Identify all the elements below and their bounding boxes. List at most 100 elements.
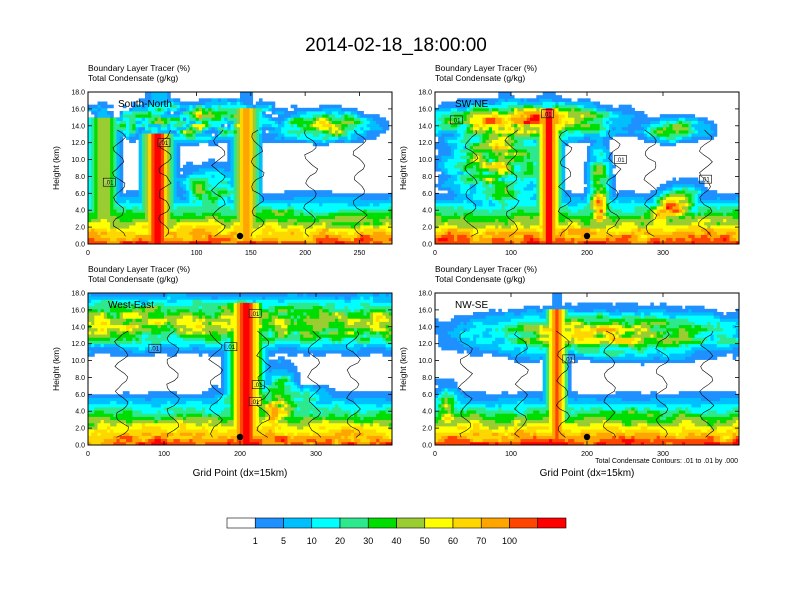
x-tick-label: 300 <box>310 451 322 458</box>
y-tick-label: 8.0 <box>422 375 432 382</box>
colorbar-swatch <box>226 517 256 529</box>
x-tick-label: 150 <box>245 250 257 257</box>
location-marker <box>583 232 591 240</box>
y-tick-label: 0.0 <box>422 242 432 249</box>
panel-name: West-East <box>108 300 154 311</box>
colorbar-swatch <box>339 517 369 529</box>
panel-name: NW-SE <box>455 300 488 311</box>
panel-subtitle-tracer: Boundary Layer Tracer (%) <box>88 63 190 73</box>
colorbar-label: 50 <box>420 536 430 546</box>
colorbar-label: 1 <box>253 536 258 546</box>
colorbar-swatch <box>480 517 510 529</box>
contour-label: .01 <box>148 343 162 353</box>
y-tick-label: 14.0 <box>418 123 432 130</box>
y-axis-label: Height (km) <box>51 347 61 391</box>
y-tick-label: 6.0 <box>422 191 432 198</box>
y-tick-label: 18.0 <box>71 291 85 298</box>
colorbar-swatch <box>509 517 539 529</box>
colorbar-label: 60 <box>448 536 458 546</box>
location-marker <box>236 433 244 441</box>
y-tick-label: 10.0 <box>71 358 85 365</box>
y-tick-label: 16.0 <box>418 307 432 314</box>
y-tick-label: 4.0 <box>422 409 432 416</box>
x-tick-label: 100 <box>158 451 170 458</box>
contour-label: .01 <box>248 397 262 406</box>
y-tick-label: 0.0 <box>75 443 85 450</box>
panel-subtitle-condensate: Total Condensate (g/kg) <box>435 73 525 83</box>
y-tick-label: 2.0 <box>422 426 432 433</box>
y-axis-label: Height (km) <box>51 146 61 190</box>
contour-note: Total Condensate Contours: .01 to .01 by… <box>595 458 738 465</box>
y-tick-label: 6.0 <box>75 191 85 198</box>
panel-nw-se: Boundary Layer Tracer (%)Total Condensat… <box>398 264 740 479</box>
colorbar-swatch <box>424 517 454 529</box>
x-tick-label: 0 <box>433 250 437 257</box>
y-tick-label: 12.0 <box>71 341 85 348</box>
colorbar-label: 20 <box>335 536 345 546</box>
y-tick-label: 18.0 <box>71 90 85 97</box>
y-tick-label: 14.0 <box>418 324 432 331</box>
x-tick-label: 0 <box>86 250 90 257</box>
colorbar-swatch <box>537 517 567 529</box>
colorbar-swatch <box>367 517 397 529</box>
y-tick-label: 18.0 <box>418 90 432 97</box>
colorbar-swatch <box>254 517 284 529</box>
y-tick-label: 14.0 <box>71 123 85 130</box>
x-axis-label: Grid Point (dx=15km) <box>540 468 635 479</box>
tracer-field <box>88 293 392 445</box>
colorbar-swatch <box>452 517 482 529</box>
y-tick-label: 2.0 <box>75 426 85 433</box>
panel-subtitle-tracer: Boundary Layer Tracer (%) <box>435 63 537 73</box>
colorbar-label: 100 <box>502 536 517 546</box>
x-tick-label: 250 <box>354 250 366 257</box>
y-tick-label: 4.0 <box>75 208 85 215</box>
y-tick-label: 0.0 <box>422 443 432 450</box>
y-tick-label: 16.0 <box>71 106 85 113</box>
colorbar-swatch <box>311 517 341 529</box>
tracer-field <box>88 92 392 244</box>
y-tick-label: 12.0 <box>418 341 432 348</box>
y-axis-label: Height (km) <box>398 146 408 190</box>
panel-subtitle-condensate: Total Condensate (g/kg) <box>435 274 525 284</box>
y-tick-label: 4.0 <box>422 208 432 215</box>
colorbar-swatch <box>283 517 313 529</box>
y-tick-label: 10.0 <box>71 157 85 164</box>
contour-label: .01 <box>248 308 262 318</box>
colorbar-swatch <box>396 517 426 529</box>
y-tick-label: 10.0 <box>418 157 432 164</box>
svg-text:.01: .01 <box>160 141 169 147</box>
location-marker <box>583 433 591 441</box>
x-axis-label: Grid Point (dx=15km) <box>193 468 288 479</box>
y-tick-label: 8.0 <box>75 174 85 181</box>
y-tick-label: 0.0 <box>75 242 85 249</box>
contour-label: .01 <box>699 174 712 184</box>
location-marker <box>236 232 244 240</box>
panel-name: SW-NE <box>455 99 488 110</box>
contour-label: .01 <box>102 177 116 187</box>
y-tick-label: 16.0 <box>71 307 85 314</box>
y-tick-label: 8.0 <box>422 174 432 181</box>
y-tick-label: 16.0 <box>418 106 432 113</box>
y-tick-label: 4.0 <box>75 409 85 416</box>
contour-label: .01 <box>224 342 238 351</box>
x-tick-label: 100 <box>505 250 517 257</box>
svg-text:.01: .01 <box>105 181 114 187</box>
figure-title: 2014-02-18_18:00:00 <box>305 35 487 56</box>
colorbar-label: 70 <box>476 536 486 546</box>
y-axis-label: Height (km) <box>398 347 408 391</box>
y-tick-label: 18.0 <box>418 291 432 298</box>
condensate-contours <box>463 129 713 237</box>
y-tick-label: 2.0 <box>422 225 432 232</box>
condensate-contours <box>114 330 361 438</box>
plot-frame <box>87 91 393 245</box>
panel-subtitle-condensate: Total Condensate (g/kg) <box>88 73 178 83</box>
contour-label: .01 <box>562 354 576 363</box>
y-tick-label: 14.0 <box>71 324 85 331</box>
panels-group: Boundary Layer Tracer (%)Total Condensat… <box>51 63 740 479</box>
x-tick-label: 200 <box>234 451 246 458</box>
contour-label: .01 <box>541 109 554 118</box>
x-tick-label: 300 <box>657 451 669 458</box>
x-tick-label: 200 <box>581 451 593 458</box>
panel-subtitle-tracer: Boundary Layer Tracer (%) <box>88 264 190 274</box>
colorbar-label: 30 <box>363 536 373 546</box>
